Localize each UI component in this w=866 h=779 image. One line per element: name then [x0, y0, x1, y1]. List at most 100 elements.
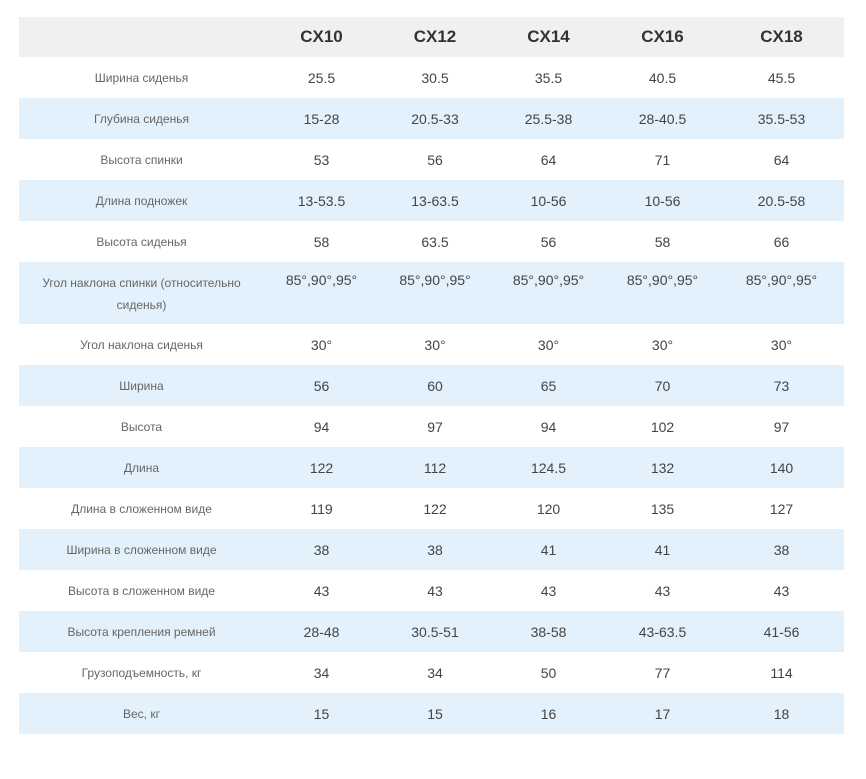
table-row: Длина подножек 13-53.5 13-63.5 10-56 10-56 20…: [19, 180, 844, 221]
specs-table-container: CX10 CX12 CX14 CX16 CX18 Ширина сиденья 2…: [19, 17, 844, 734]
row-label: Ширина: [119, 378, 164, 393]
cell-value: 85°,90°,95°: [626, 272, 699, 288]
table-row: Угол наклона сиденья 30° 30° 30° 30° 30°: [19, 324, 844, 365]
cell-value: 43-63.5: [638, 623, 687, 640]
cell-value: 41-56: [763, 623, 800, 640]
cell-value: 56: [427, 151, 443, 168]
cell-value: 15: [313, 705, 330, 722]
cell-value: 38: [427, 541, 443, 558]
row-label: Длина: [123, 460, 160, 475]
cell-value: 20.5-33: [411, 110, 459, 127]
row-label: Высота крепления ремней: [67, 624, 216, 639]
column-header-cx12: CX12: [413, 27, 457, 46]
row-label: Вес, кг: [123, 706, 160, 721]
cell-value: 85°,90°,95°: [512, 272, 585, 288]
cell-value: 66: [773, 233, 790, 250]
cell-value: 15: [427, 705, 443, 722]
cell-value: 38: [773, 541, 790, 558]
row-label: Высота: [120, 419, 163, 434]
table-row: Угол наклона спинки (относительно сидень…: [19, 262, 844, 324]
row-label: Ширина в сложенном виде: [66, 542, 217, 557]
row-label: Грузоподъемность, кг: [81, 665, 202, 680]
cell-value: 114: [770, 664, 793, 681]
cell-value: 122: [309, 459, 334, 476]
cell-value: 30°: [424, 336, 446, 353]
cell-value: 41: [654, 541, 671, 558]
cell-value: 77: [654, 664, 671, 681]
cell-value: 10-56: [644, 192, 681, 209]
cell-value: 119: [310, 500, 333, 517]
cell-value: 10-56: [530, 192, 567, 209]
column-header-empty: [19, 17, 264, 57]
cell-value: 20.5-58: [757, 192, 806, 209]
row-label: Высота сиденья: [96, 234, 187, 249]
cell-value: 43: [773, 582, 790, 599]
cell-value: 34: [427, 664, 443, 681]
cell-value: 17: [654, 705, 671, 722]
cell-value: 30°: [770, 336, 793, 353]
row-label: Угол наклона сиденья: [80, 337, 203, 352]
table-row: Высота крепления ремней 28-48 30.5-51 38-58…: [19, 611, 844, 652]
cell-value: 50: [540, 664, 557, 681]
specs-table: CX10 CX12 CX14 CX16 CX18 Ширина сиденья 2…: [19, 17, 844, 734]
cell-value: 40.5: [648, 69, 677, 86]
cell-value: 53: [313, 151, 330, 168]
row-label: Высота в сложенном виде: [68, 583, 215, 598]
cell-value: 41: [540, 541, 557, 558]
row-label: Длина в сложенном виде: [71, 501, 212, 516]
cell-value: 38: [313, 541, 330, 558]
cell-value: 28-40.5: [638, 110, 687, 127]
row-label: Угол наклона спинки (относительно сидень…: [42, 276, 241, 312]
cell-value: 38-58: [530, 623, 567, 640]
table-row: Длина 122 112 124.5 132 140: [19, 447, 844, 488]
cell-value: 43: [427, 582, 443, 599]
cell-value: 94: [540, 418, 557, 435]
cell-value: 85°,90°,95°: [285, 272, 358, 288]
cell-value: 71: [654, 151, 671, 168]
cell-value: 25.5-38: [524, 110, 573, 127]
cell-value: 120: [536, 500, 561, 517]
cell-value: 15-28: [303, 110, 340, 127]
column-header-cx18: CX18: [760, 27, 803, 46]
table-row: Глубина сиденья 15-28 20.5-33 25.5-38 28-40.…: [19, 98, 844, 139]
cell-value: 63.5: [421, 233, 449, 250]
cell-value: 124.5: [530, 459, 567, 476]
row-label: Длина подножек: [95, 193, 188, 208]
cell-value: 35.5: [534, 69, 563, 86]
column-header-cx14: CX14: [527, 27, 570, 46]
table-row: Ширина в сложенном виде 38 38 41 41 38: [19, 529, 844, 570]
cell-value: 60: [427, 377, 443, 394]
column-header-cx10: CX10: [300, 27, 343, 46]
cell-value: 30°: [310, 336, 333, 353]
cell-value: 102: [650, 418, 675, 435]
cell-value: 13-53.5: [297, 192, 346, 209]
cell-value: 43: [654, 582, 671, 599]
table-row: Высота 94 97 94 102 97: [19, 406, 844, 447]
cell-value: 64: [773, 151, 790, 168]
cell-value: 18: [773, 705, 790, 722]
table-row: Высота в сложенном виде 43 43 43 43 43: [19, 570, 844, 611]
table-row: Ширина 56 60 65 70 73: [19, 365, 844, 406]
cell-value: 140: [769, 459, 794, 476]
cell-value: 35.5-53: [757, 110, 806, 127]
cell-value: 85°,90°,95°: [745, 272, 818, 288]
cell-value: 73: [773, 377, 790, 394]
cell-value: 58: [313, 233, 330, 250]
row-label: Глубина сиденья: [94, 111, 189, 126]
table-row: Высота спинки 53 56 64 71 64: [19, 139, 844, 180]
cell-value: 45.5: [767, 69, 796, 86]
cell-value: 65: [540, 377, 557, 394]
cell-value: 13-63.5: [411, 192, 459, 209]
row-label: Ширина сиденья: [94, 70, 189, 85]
table-body: Ширина сиденья 25.5 30.5 35.5 40.5 45.5 Глубин…: [19, 57, 844, 734]
cell-value: 122: [423, 500, 447, 517]
table-row: Высота сиденья 58 63.5 56 58 66: [19, 221, 844, 262]
cell-value: 34: [313, 664, 330, 681]
cell-value: 30°: [651, 336, 674, 353]
cell-value: 28-48: [303, 623, 340, 640]
cell-value: 43: [313, 582, 330, 599]
cell-value: 25.5: [307, 69, 336, 86]
table-row: Вес, кг 15 15 16 17 18: [19, 693, 844, 734]
cell-value: 30.5: [421, 69, 449, 86]
cell-value: 56: [313, 377, 330, 394]
